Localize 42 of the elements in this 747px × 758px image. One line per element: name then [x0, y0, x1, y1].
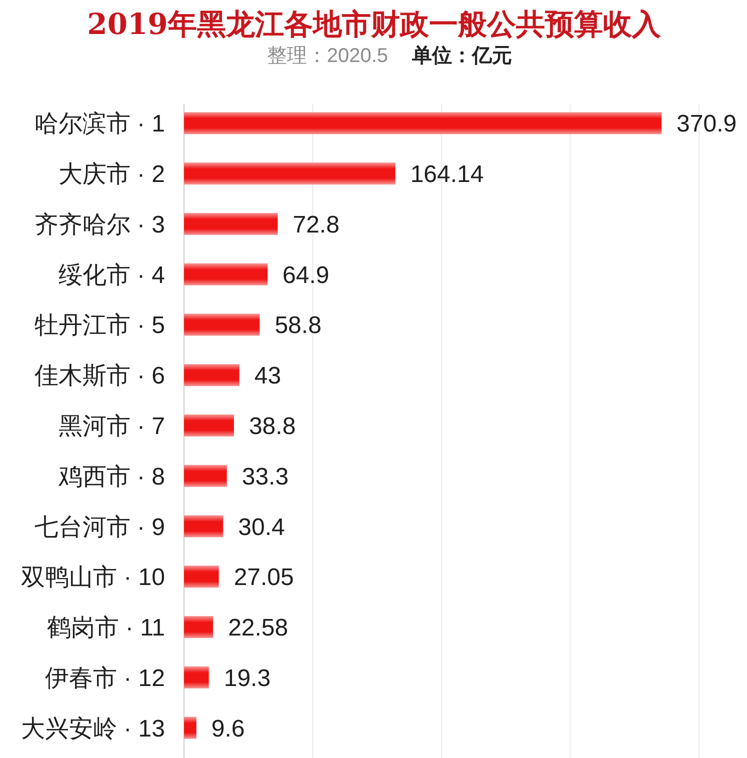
bar [184, 212, 278, 235]
bar [184, 263, 268, 286]
y-tick-label: 伊春市 · 12 [44, 664, 165, 692]
y-tick-label: 鹤岗市 · 11 [46, 614, 165, 642]
y-tick-label: 鸡西市 · 8 [57, 463, 165, 490]
y-tick-label: 哈尔滨市 · 1 [34, 110, 165, 138]
data-label: 58.8 [274, 312, 322, 340]
y-tick-label: 七台河市 · 9 [34, 514, 165, 541]
data-label: 22.58 [228, 614, 288, 642]
y-tick-label: 齐齐哈尔 · 3 [34, 211, 165, 238]
chart-subtitle: 整理：2020.5 [266, 45, 388, 67]
bar [184, 112, 662, 134]
data-label: 9.6 [211, 715, 245, 742]
y-tick-label: 牡丹江市 · 5 [34, 312, 165, 340]
data-label: 38.8 [248, 413, 296, 440]
y-tick-label: 黑河市 · 7 [58, 413, 165, 440]
data-label: 33.3 [242, 463, 289, 490]
data-label: 27.05 [234, 564, 294, 592]
bar [184, 515, 224, 538]
data-label: 164.14 [410, 161, 484, 188]
bar [184, 364, 240, 386]
bar [184, 414, 234, 436]
bar [184, 314, 260, 336]
bar [184, 616, 214, 638]
bar [184, 666, 209, 688]
y-tick-label: 双鸭山市 · 10 [20, 564, 165, 592]
data-label: 19.3 [224, 664, 271, 692]
bar [184, 162, 396, 185]
y-tick-label: 大庆市 · 2 [58, 161, 165, 188]
data-label: 370.9 [676, 110, 737, 138]
y-tick-label: 绥化市 · 4 [58, 262, 165, 289]
bar [184, 566, 219, 588]
text: 单位：亿元 [411, 44, 512, 67]
y-tick-label: 佳木斯市 · 6 [34, 362, 165, 390]
data-label: 30.4 [238, 514, 285, 541]
bar [184, 464, 227, 487]
data-label: 43 [254, 362, 282, 390]
data-label: 64.9 [282, 262, 330, 289]
bar [184, 716, 196, 739]
data-label: 72.8 [292, 211, 340, 238]
y-tick-label: 大兴安岭 · 13 [20, 715, 165, 742]
chart-title: 2019年黑龙江各地市财政一般公共预算收入 [87, 7, 662, 41]
